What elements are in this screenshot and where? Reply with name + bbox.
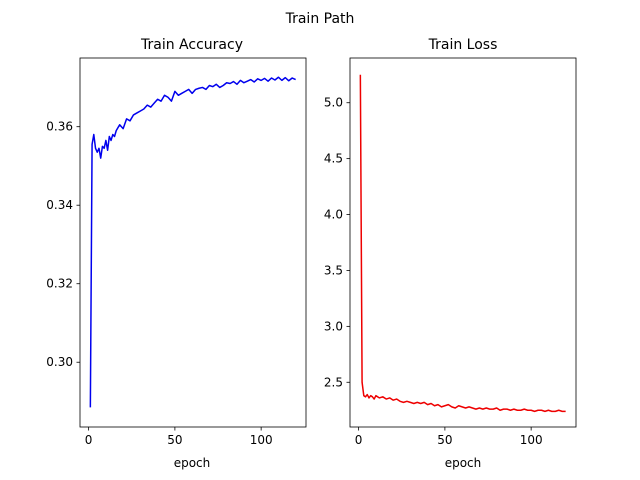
loss-y-tick-label: 3.0 — [324, 319, 343, 333]
loss-x-tick-label: 0 — [355, 433, 363, 447]
loss-chart-title: Train Loss — [428, 37, 498, 53]
loss-y-tick-label: 3.5 — [324, 263, 343, 277]
accuracy-y-tick-label: 0.32 — [46, 277, 73, 291]
loss-x-tick-label: 50 — [437, 433, 452, 447]
loss-panel: Train Loss epoch 0 50 100 2.5 3.0 3.5 4.0 4.5 5.… — [324, 37, 577, 470]
accuracy-panel: Train Accuracy epoch 0 50 100 0.30 0.32 0.34 0… — [46, 37, 307, 470]
accuracy-x-tick-label: 0 — [85, 433, 93, 447]
accuracy-y-tick-label: 0.30 — [46, 355, 73, 369]
accuracy-series-line — [89, 76, 296, 408]
loss-axes-frame — [349, 57, 577, 428]
accuracy-y-tick-label: 0.36 — [46, 120, 73, 134]
loss-y-tick-label: 2.5 — [324, 375, 343, 389]
accuracy-x-tick-label: 100 — [250, 433, 273, 447]
accuracy-x-tick-label: 50 — [167, 433, 182, 447]
loss-y-tick-label: 4.0 — [324, 208, 343, 222]
loss-series-line — [359, 74, 566, 413]
accuracy-y-tick-label: 0.34 — [46, 198, 73, 212]
figure-title: Train Path — [285, 11, 355, 27]
accuracy-x-axis-label: epoch — [174, 456, 211, 470]
loss-x-axis-label: epoch — [445, 456, 482, 470]
accuracy-chart-title: Train Accuracy — [140, 37, 243, 53]
loss-y-tick-label: 5.0 — [324, 96, 343, 110]
loss-y-tick-label: 4.5 — [324, 152, 343, 166]
accuracy-axes-frame — [79, 57, 307, 428]
loss-x-tick-label: 100 — [520, 433, 543, 447]
